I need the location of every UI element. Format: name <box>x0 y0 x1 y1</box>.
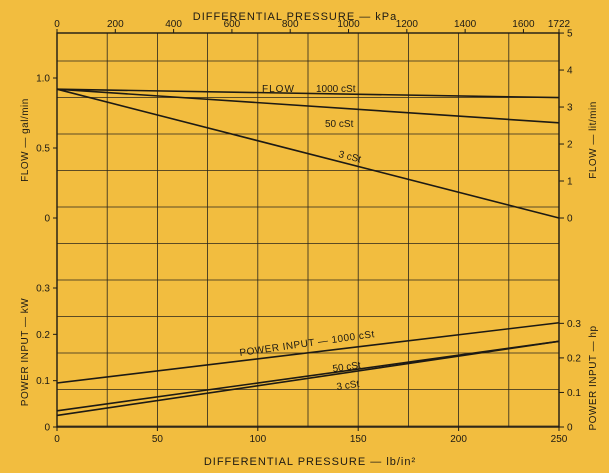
top-tick-label: 1000 <box>337 19 360 30</box>
power-right-tick-label: 0.3 <box>567 319 581 330</box>
bottom-axis-title: DIFFERENTIAL PRESSURE — lb/in² <box>204 456 416 468</box>
power-left-axis-title: POWER INPUT — kW <box>20 298 31 406</box>
top-axis-title: DIFFERENTIAL PRESSURE — kPa <box>193 11 397 23</box>
power-right-tick-label: 0.1 <box>567 388 581 399</box>
flow-series-0 <box>56 88 560 99</box>
power-right-tick-label: 0 <box>567 423 573 434</box>
flow-right-tick-label: 3 <box>567 103 573 114</box>
flow-50-cst-label: 50 cSt <box>325 119 354 130</box>
bottom-tick-label: 0 <box>54 434 60 445</box>
top-tick-label: 1600 <box>512 19 535 30</box>
power-series-0 <box>56 321 560 384</box>
top-tick-label: 1400 <box>454 19 477 30</box>
flow-label: FLOW <box>262 84 295 95</box>
flow-right-tick-label: 0 <box>567 214 573 225</box>
power-left-tick-label: 0.3 <box>36 284 50 295</box>
flow-right-tick-label: 4 <box>567 66 573 77</box>
flow-series-1 <box>56 88 560 124</box>
power-left-tick-label: 0.2 <box>36 330 50 341</box>
power-3-cst-label: 3 cSt <box>336 379 360 393</box>
power-right-tick-label: 0.2 <box>567 353 581 364</box>
flow-left-tick-label: 0.5 <box>36 144 50 155</box>
bottom-tick-label: 250 <box>551 434 568 445</box>
bottom-tick-label: 100 <box>249 434 266 445</box>
flow-left-axis-title: FLOW — gal/min <box>20 98 31 182</box>
top-tick-label: 600 <box>224 19 241 30</box>
power-series-2 <box>56 340 560 417</box>
flow-left-tick-label: 1.0 <box>36 74 50 85</box>
flow-1000-cst-label: 1000 cSt <box>316 84 356 95</box>
flow-right-tick-label: 2 <box>567 140 573 151</box>
series-lines <box>56 88 560 417</box>
power-left-tick-label: 0.1 <box>36 376 50 387</box>
flow-right-tick-label: 5 <box>567 29 573 40</box>
power-left-tick-label: 0 <box>44 423 50 434</box>
flow-right-axis-title: FLOW — lit/min <box>588 101 599 179</box>
top-tick-label: 1722 <box>548 19 571 30</box>
power-50-cst-label: 50 cSt <box>332 360 362 375</box>
top-tick-label: 800 <box>282 19 299 30</box>
flow-left-tick-label: 0 <box>44 214 50 225</box>
top-tick-label: 400 <box>165 19 182 30</box>
bottom-tick-label: 50 <box>152 434 164 445</box>
flow-series-2 <box>56 88 560 219</box>
top-tick-label: 0 <box>54 19 60 30</box>
top-tick-label: 1200 <box>396 19 419 30</box>
flow-3-cst-label: 3 cSt <box>337 149 362 165</box>
flow-right-tick-label: 1 <box>567 177 573 188</box>
bottom-tick-label: 200 <box>450 434 467 445</box>
bottom-tick-label: 150 <box>350 434 367 445</box>
plot-frame <box>56 32 560 428</box>
top-tick-label: 200 <box>107 19 124 30</box>
power-right-axis-title: POWER INPUT — hp <box>588 325 599 430</box>
